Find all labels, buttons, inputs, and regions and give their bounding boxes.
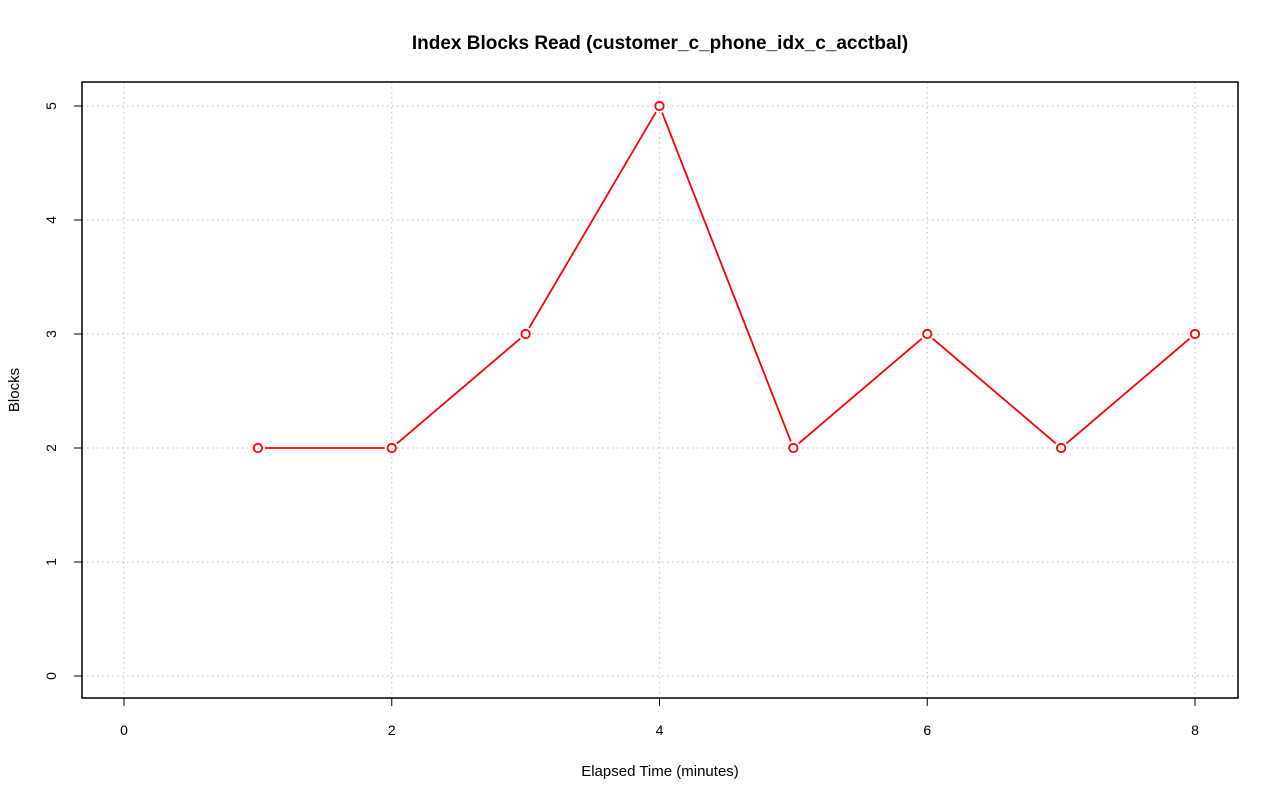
series-line-segment xyxy=(1065,337,1191,445)
y-tick-label: 2 xyxy=(43,444,59,452)
series-line-segment xyxy=(661,112,792,442)
chart-title: Index Blocks Read (customer_c_phone_idx_… xyxy=(412,33,908,54)
y-tick-label: 0 xyxy=(43,672,59,680)
x-axis: 0 2 4 6 8 xyxy=(120,697,1199,738)
data-point xyxy=(788,442,799,454)
y-tick-label: 5 xyxy=(43,102,59,110)
y-tick-label: 1 xyxy=(43,558,59,566)
x-tick-label: 8 xyxy=(1191,722,1199,738)
series-layer xyxy=(252,100,1201,454)
series-line-segment xyxy=(931,337,1057,445)
x-tick-label: 4 xyxy=(656,722,664,738)
data-point xyxy=(1189,328,1201,340)
x-tick-label: 6 xyxy=(923,722,931,738)
plot-frame xyxy=(81,81,1239,699)
series-line-segment xyxy=(396,337,521,445)
data-point xyxy=(1056,442,1067,454)
y-tick-label: 3 xyxy=(43,330,59,338)
series-line-segment xyxy=(528,111,657,329)
grid-lines xyxy=(82,82,1238,698)
series-line-segment xyxy=(798,337,923,445)
y-axis: 0 1 2 3 4 5 xyxy=(43,102,83,680)
data-point xyxy=(654,100,665,112)
data-point xyxy=(922,328,933,340)
data-point xyxy=(252,442,263,454)
y-axis-label: Blocks xyxy=(6,368,23,412)
x-tick-label: 2 xyxy=(388,722,396,738)
y-tick-label: 4 xyxy=(43,216,59,224)
x-tick-label: 0 xyxy=(120,722,128,738)
data-point xyxy=(386,442,397,454)
data-point xyxy=(520,328,531,340)
x-axis-label: Elapsed Time (minutes) xyxy=(581,763,739,780)
